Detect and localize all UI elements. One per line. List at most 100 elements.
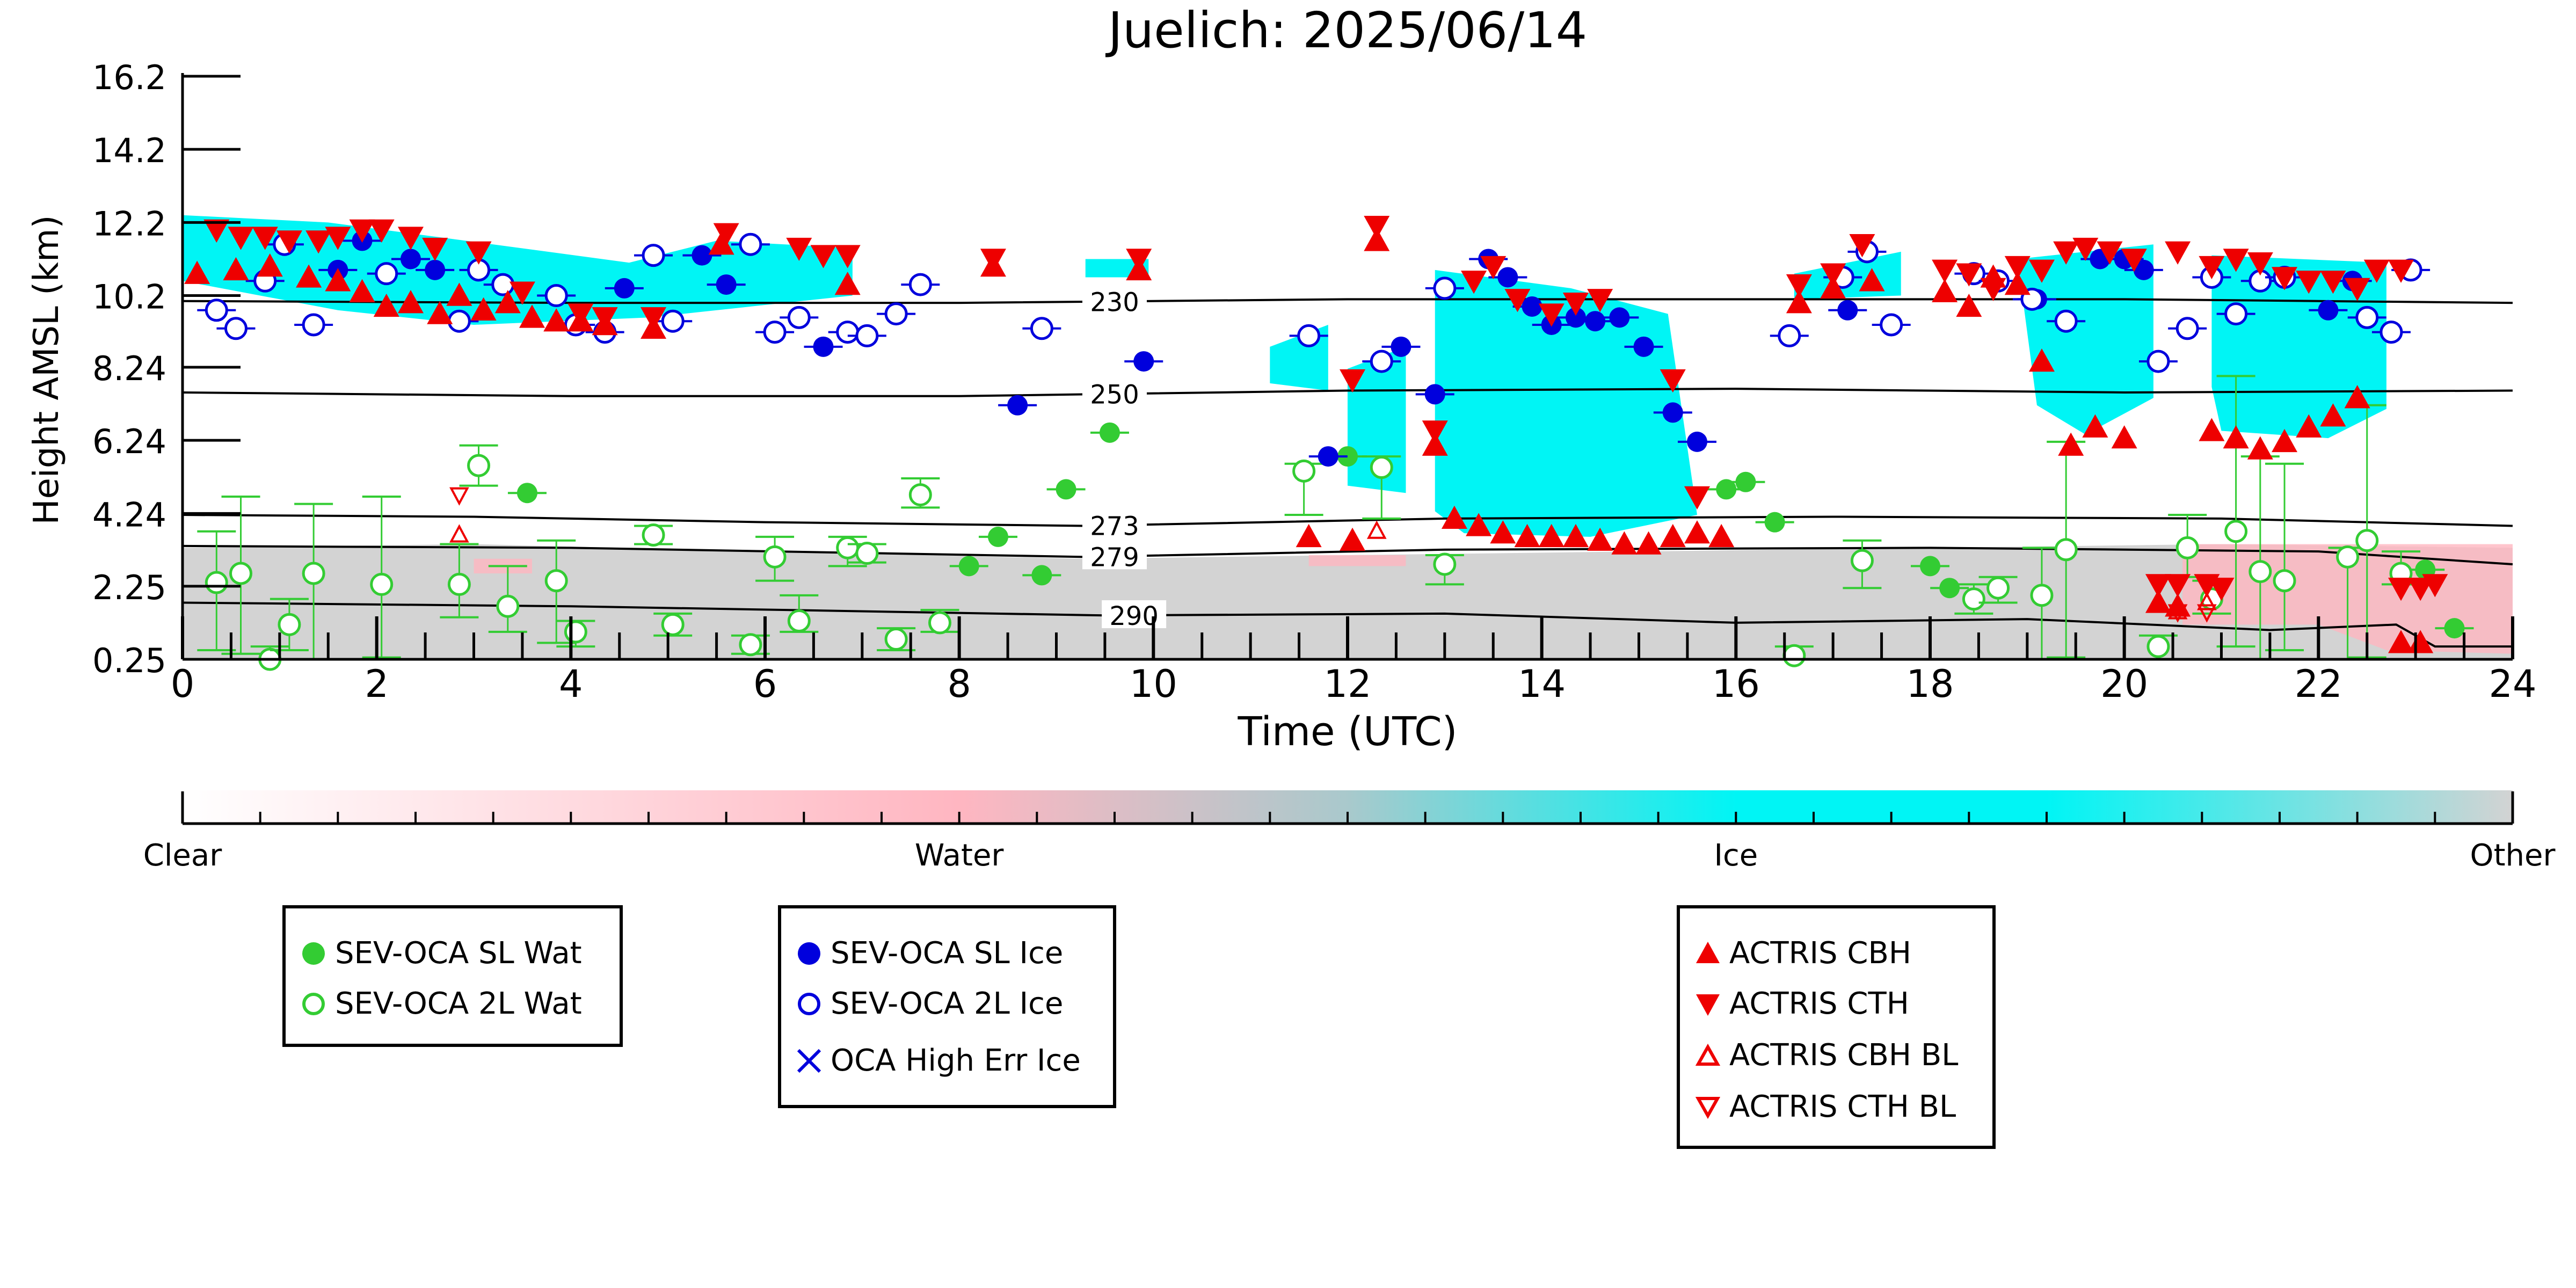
data-point <box>1849 234 1875 258</box>
contour-label-bg <box>1102 600 1167 629</box>
data-point <box>1538 523 1564 548</box>
open-green-circle-icon <box>302 993 325 1015</box>
data-point <box>467 454 491 477</box>
data-point <box>908 273 932 296</box>
data-point <box>1716 479 1737 500</box>
data-point <box>447 572 471 596</box>
data-point <box>470 297 497 321</box>
data-point <box>692 245 712 266</box>
data-point <box>763 321 787 344</box>
data-point <box>884 302 908 326</box>
legend-entry: ACTRIS CBH <box>1680 932 1992 975</box>
y-tick-label: 2.25 <box>92 568 166 607</box>
data-point <box>1778 324 1801 347</box>
data-point <box>1820 275 1846 299</box>
data-point <box>2197 604 2217 623</box>
contour-label: 230 <box>1090 287 1139 317</box>
contour-label: 273 <box>1090 511 1139 541</box>
data-point <box>1962 587 1985 611</box>
data-point <box>855 324 879 347</box>
y-tick-label: 10.2 <box>92 278 166 317</box>
data-point <box>228 227 254 250</box>
data-point <box>1609 307 1630 328</box>
data-point <box>543 308 570 332</box>
contour-line <box>182 544 2513 565</box>
data-point <box>2318 300 2339 321</box>
data-point <box>1504 289 1531 312</box>
data-point <box>1684 520 1710 544</box>
data-point <box>708 231 734 255</box>
data-point <box>1587 289 1613 312</box>
data-point <box>509 281 535 305</box>
data-point <box>2004 256 2031 280</box>
contour-line <box>182 388 2513 397</box>
data-point <box>224 317 248 340</box>
data-point <box>2272 428 2298 453</box>
data-point <box>2197 592 2217 610</box>
data-point <box>449 524 469 543</box>
data-point <box>1318 446 1338 467</box>
data-point <box>713 223 739 246</box>
data-point <box>1422 420 1448 444</box>
legend-entry: SEV-OCA SL Ice <box>781 932 1113 975</box>
data-point <box>1635 531 1662 555</box>
data-point <box>2379 321 2403 344</box>
data-point <box>2388 259 2414 283</box>
data-point <box>1490 520 1516 544</box>
x-axis-label: Time (UTC) <box>1237 709 1457 755</box>
data-point <box>296 264 322 288</box>
data-point <box>1340 527 1366 551</box>
data-point <box>325 268 351 292</box>
data-point <box>397 227 424 250</box>
data-point <box>2199 256 2225 280</box>
data-point <box>661 613 685 636</box>
contour-line <box>182 298 2513 304</box>
data-markers <box>184 215 2474 671</box>
data-point <box>2082 414 2108 438</box>
data-point <box>1956 293 1982 317</box>
data-point <box>2145 574 2171 598</box>
data-point <box>2097 241 2123 265</box>
data-point <box>278 613 301 636</box>
chart-title: Juelich: 2025/06/14 <box>1105 2 1588 59</box>
y-tick-label: 16.2 <box>92 58 166 97</box>
data-point <box>1587 527 1613 551</box>
data-point <box>1786 290 1812 314</box>
contour-line <box>182 514 2513 527</box>
data-point <box>2296 414 2322 438</box>
legend-entry: SEV-OCA SL Wat <box>286 932 620 975</box>
data-point <box>2028 348 2055 372</box>
data-point <box>1708 523 1735 548</box>
data-point <box>370 572 394 596</box>
data-point <box>1764 512 1785 533</box>
contour-label-bg <box>1082 541 1147 570</box>
ice-cloud-region <box>1435 270 1697 537</box>
data-point <box>427 301 453 324</box>
data-point <box>1296 523 1322 548</box>
data-point <box>988 526 1008 547</box>
data-point <box>544 284 568 308</box>
colorbar: Clear Water Ice Other <box>143 790 2556 873</box>
data-point <box>1956 263 1982 287</box>
data-point <box>1585 311 1606 332</box>
data-point <box>2072 237 2099 261</box>
x-tick-label: 10 <box>1130 662 1177 706</box>
data-point <box>2175 317 2199 340</box>
data-point <box>1684 486 1710 510</box>
y-tick-label: 8.24 <box>92 349 166 388</box>
data-point <box>1366 520 1387 539</box>
data-point <box>2165 574 2191 598</box>
red-triangle-up-icon <box>1696 942 1720 963</box>
red-open-triangle-down-icon <box>1695 1097 1721 1119</box>
data-point <box>349 219 375 243</box>
data-point <box>2053 241 2079 265</box>
data-point <box>1056 479 1076 500</box>
x-tick-label: 6 <box>753 662 777 706</box>
data-point <box>1297 324 1321 347</box>
data-point <box>928 611 951 635</box>
x-tick-label: 22 <box>2295 662 2342 706</box>
data-point <box>302 313 325 337</box>
data-point <box>834 272 861 295</box>
data-point <box>641 307 667 331</box>
legend-label: SEV-OCA SL Ice <box>831 936 1064 971</box>
